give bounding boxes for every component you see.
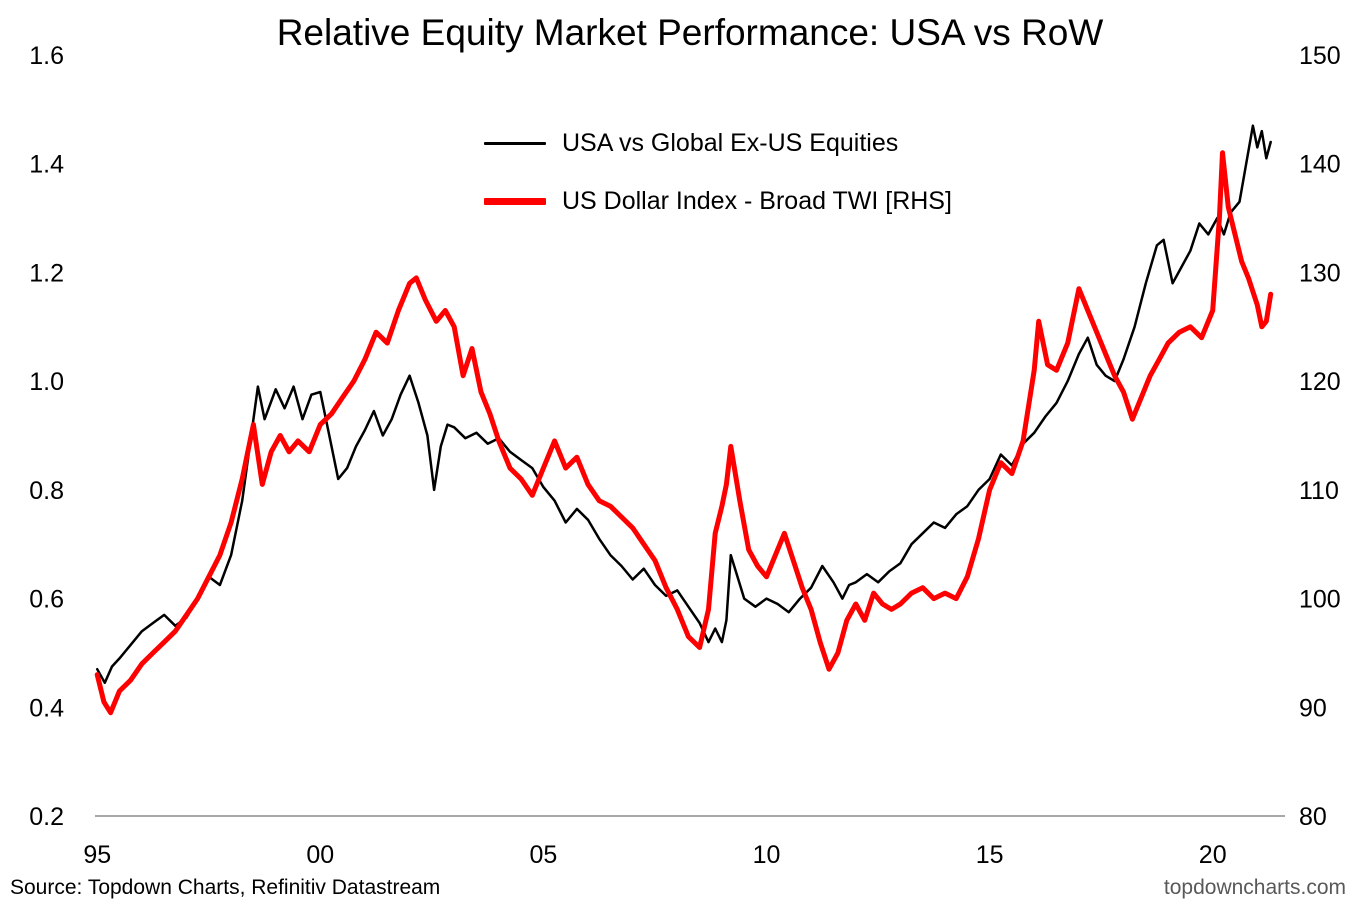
legend-item-dollar-index: US Dollar Index - Broad TWI [RHS] <box>484 172 952 230</box>
x-axis-tick-label: 05 <box>530 841 558 869</box>
right-axis-tick-label: 80 <box>1299 803 1327 831</box>
left-axis-tick-label: 0.6 <box>29 586 64 614</box>
source-note: Source: Topdown Charts, Refinitiv Datast… <box>10 876 441 899</box>
right-axis-tick-label: 120 <box>1299 368 1341 396</box>
series-line-1 <box>94 150 1274 716</box>
right-axis-tick-label: 130 <box>1299 259 1341 287</box>
legend-label-dollar-index: US Dollar Index - Broad TWI [RHS] <box>562 186 952 215</box>
legend-label-equities: USA vs Global Ex-US Equities <box>562 128 899 157</box>
x-axis-tick-label: 95 <box>83 841 111 869</box>
x-axis-tick-label: 15 <box>976 841 1004 869</box>
left-axis-tick-label: 1.2 <box>29 259 64 287</box>
right-axis-tick-label: 90 <box>1299 694 1327 722</box>
x-axis-tick-label: 20 <box>1199 841 1227 869</box>
legend: USA vs Global Ex-US Equities US Dollar I… <box>484 114 952 230</box>
left-axis-tick-label: 0.4 <box>29 694 64 722</box>
chart-title: Relative Equity Market Performance: USA … <box>276 12 1104 53</box>
red-line-swatch <box>484 197 546 205</box>
left-axis-tick-label: 0.8 <box>29 477 64 505</box>
x-axis-tick-label: 00 <box>306 841 334 869</box>
x-axis-tick-label: 10 <box>753 841 781 869</box>
right-axis-tick-label: 110 <box>1299 477 1339 505</box>
legend-item-equities: USA vs Global Ex-US Equities <box>484 114 952 172</box>
black-line-swatch <box>484 141 546 145</box>
left-axis-tick-label: 1.0 <box>29 368 64 396</box>
left-axis-tick-label: 1.4 <box>29 151 64 179</box>
left-axis-tick-label: 1.6 <box>29 42 64 70</box>
watermark: topdowncharts.com <box>1163 876 1346 899</box>
right-axis-tick-label: 140 <box>1299 151 1341 179</box>
right-axis-tick-label: 150 <box>1299 42 1341 70</box>
right-axis-tick-label: 100 <box>1299 586 1341 614</box>
left-axis-tick-label: 0.2 <box>29 803 64 831</box>
